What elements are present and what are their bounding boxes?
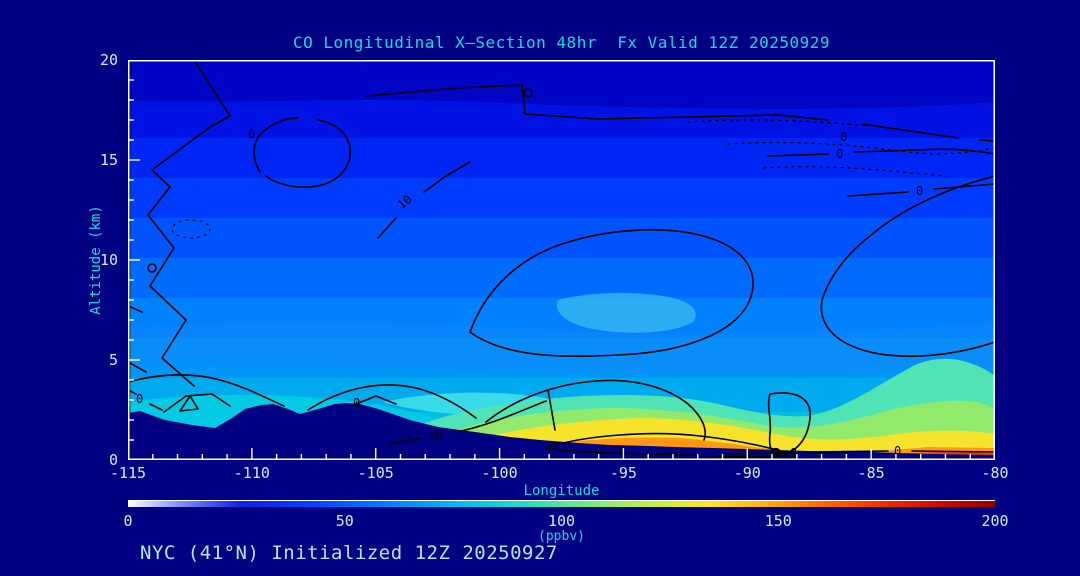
y-tick-label: 0 <box>108 451 118 469</box>
contour-label-0: 0 <box>894 444 901 458</box>
colorbar-tick-label: 150 <box>764 512 792 530</box>
contour-line <box>387 379 706 445</box>
contour-loop-dotted <box>171 219 211 239</box>
y-tick-label: 5 <box>108 351 118 369</box>
footer-run-info: NYC (41°N) Initialized 12Z 20250927 <box>140 542 558 564</box>
contour-line <box>847 183 995 197</box>
contour-label-0: 0 <box>840 130 847 144</box>
contour-line <box>727 450 995 455</box>
contour-line <box>767 148 995 157</box>
contour-line <box>820 175 995 358</box>
x-axis-title: Longitude <box>523 483 600 499</box>
x-tick-label: -95 <box>609 464 637 482</box>
chart-title: CO Longitudinal X—Section 48hr Fx Valid … <box>292 33 831 52</box>
colorbar-tick-label: 100 <box>547 512 576 530</box>
contour-line <box>545 432 797 458</box>
contour-label-0: 0 <box>353 396 360 410</box>
fill-patch-lightblue <box>556 292 696 333</box>
contour-label-0: 0 <box>916 184 923 198</box>
contour-line <box>128 305 163 411</box>
x-tick-label: -105 <box>357 464 394 482</box>
contour-mark <box>147 263 157 273</box>
x-tick-label: -90 <box>733 464 761 482</box>
contour-label-0: 0 <box>790 446 797 460</box>
contour-mark <box>523 88 533 98</box>
colorbar-tick-label: 50 <box>335 512 354 530</box>
fill-band-darktop <box>128 60 995 109</box>
contour-line <box>307 384 477 419</box>
contour-line <box>253 117 352 188</box>
x-tick-label: -85 <box>857 464 885 482</box>
colorbar <box>128 500 995 507</box>
plot-frame <box>128 60 995 460</box>
x-tick-label: -100 <box>481 464 518 482</box>
co-cross-section-plot: 0 0 0 0 0 0 0 0 10 10 <box>128 60 995 460</box>
contour-label-10: 10 <box>428 429 442 443</box>
contour-line <box>377 161 471 239</box>
fill-band-midblue <box>128 322 995 373</box>
contour-line <box>128 374 285 413</box>
fill-field-base <box>128 60 995 460</box>
contour-label-0: 0 <box>136 392 143 406</box>
x-tick-label: -110 <box>233 464 270 482</box>
y-tick-label: 20 <box>99 51 118 69</box>
contour-line <box>365 84 995 142</box>
x-tick-label: -115 <box>109 464 147 482</box>
y-tick-label: 10 <box>99 251 118 269</box>
contour-line <box>767 392 811 457</box>
contour-label-0: 0 <box>836 147 843 161</box>
contour-line <box>469 229 754 358</box>
colorbar-tick-label: 200 <box>981 512 1009 530</box>
y-tick-label: 15 <box>99 151 118 169</box>
colorbar-units-label: (ppbv) <box>538 529 585 544</box>
contour-mark <box>771 447 781 457</box>
terrain-silhouette <box>128 403 995 460</box>
colorbar-tick-label: 0 <box>123 512 133 530</box>
contour-label-0: 0 <box>248 127 255 141</box>
contour-line-dotted <box>687 119 995 177</box>
x-tick-label: -80 <box>981 464 1009 482</box>
contour-line <box>147 60 231 387</box>
